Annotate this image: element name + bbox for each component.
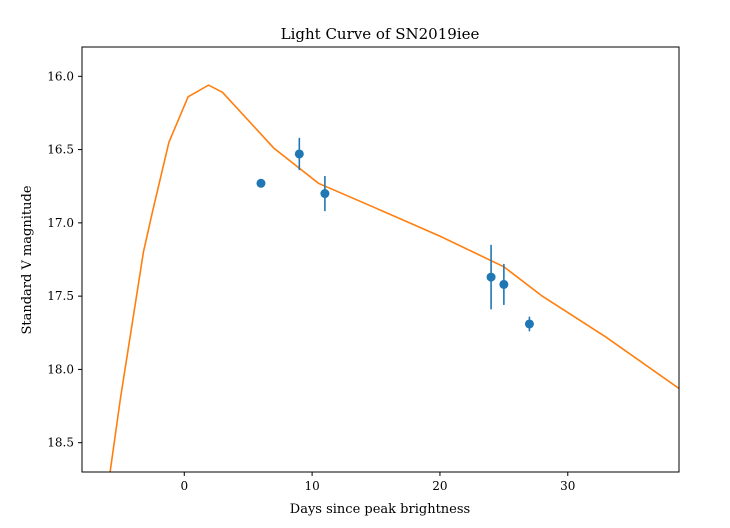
observation-point xyxy=(294,149,304,159)
x-axis-ticks: 0 10 20 30 xyxy=(180,472,575,493)
observation-point xyxy=(256,178,266,188)
y-tick-label: 18.5 xyxy=(47,436,74,450)
y-axis-label: Standard V magnitude xyxy=(20,185,35,334)
model-curve-line xyxy=(109,84,679,472)
observation-point xyxy=(499,279,509,289)
observation-point xyxy=(320,189,330,199)
observations-layer xyxy=(256,137,534,332)
plot-frame xyxy=(81,46,680,473)
x-tick-label: 30 xyxy=(560,479,575,493)
y-tick-label: 17.5 xyxy=(47,289,74,303)
y-axis-ticks: 16.0 16.5 17.0 17.5 18.0 18.5 xyxy=(47,69,82,450)
y-tick-label: 16.5 xyxy=(47,143,74,157)
observation-point xyxy=(524,319,534,329)
x-tick-label: 0 xyxy=(180,479,188,493)
plot-area xyxy=(81,46,680,473)
observation-point xyxy=(486,272,496,282)
x-tick-label: 20 xyxy=(432,479,447,493)
y-tick-label: 18.0 xyxy=(47,362,74,376)
model-curve-layer xyxy=(109,84,679,472)
chart-title: Light Curve of SN2019iee xyxy=(281,25,480,43)
x-axis-label: Days since peak brightness xyxy=(290,502,470,517)
x-tick-label: 10 xyxy=(304,479,319,493)
y-tick-label: 17.0 xyxy=(47,216,74,230)
y-tick-label: 16.0 xyxy=(47,69,74,83)
